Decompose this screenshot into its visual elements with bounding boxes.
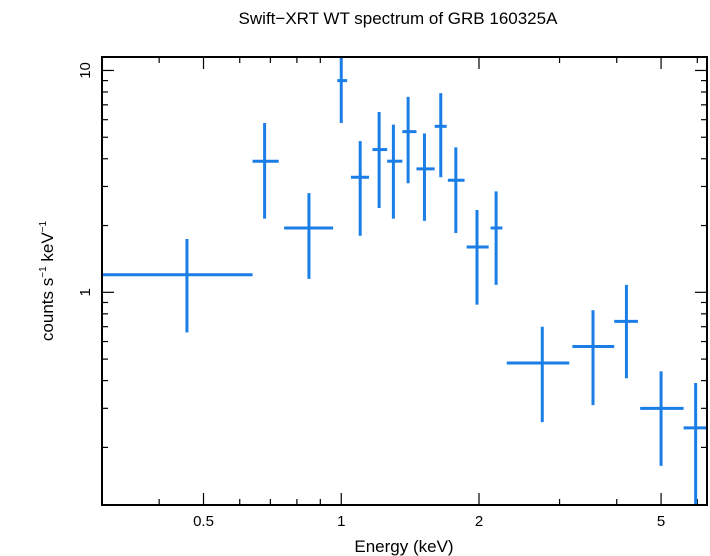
y-axis-label-main: counts s	[38, 278, 57, 341]
tick-labels: 0.5 1 2 5 1 10	[77, 62, 665, 530]
axis-ticks	[101, 57, 707, 505]
x-tick-label: 1	[337, 513, 345, 530]
data-point-16	[614, 284, 638, 379]
data-point-18	[683, 383, 707, 505]
x-tick-label: 5	[657, 513, 665, 530]
data-point-12	[466, 210, 489, 305]
data-point-5	[350, 141, 370, 236]
data-point-10	[434, 93, 447, 178]
y-tick-label: 10	[77, 62, 94, 79]
data-point-6	[372, 111, 388, 208]
plot-frame	[101, 56, 708, 506]
y-axis-label-sup2: −1	[38, 220, 49, 232]
y-axis-label-sup1: −1	[38, 266, 49, 278]
data-point-17	[640, 371, 684, 466]
data-points	[102, 57, 707, 505]
data-point-11	[447, 147, 465, 234]
data-point-7	[387, 124, 403, 219]
data-point-14	[506, 326, 570, 423]
data-point-3	[284, 193, 334, 279]
y-axis-label: counts s−1 keV−1	[38, 220, 57, 341]
data-point-15	[572, 310, 615, 406]
data-point-9	[416, 133, 435, 221]
data-point-2	[252, 122, 279, 219]
data-point-4	[337, 57, 348, 123]
y-axis-label-mid: keV	[38, 232, 57, 267]
x-tick-label: 0.5	[193, 513, 214, 530]
x-axis-label: Energy (keV)	[354, 537, 453, 556]
data-point-1	[102, 238, 253, 333]
data-point-8	[402, 96, 417, 184]
data-point-13	[490, 191, 503, 285]
chart-title: Swift−XRT WT spectrum of GRB 160325A	[239, 9, 559, 28]
x-tick-label: 2	[475, 513, 483, 530]
y-tick-label: 1	[77, 288, 94, 296]
